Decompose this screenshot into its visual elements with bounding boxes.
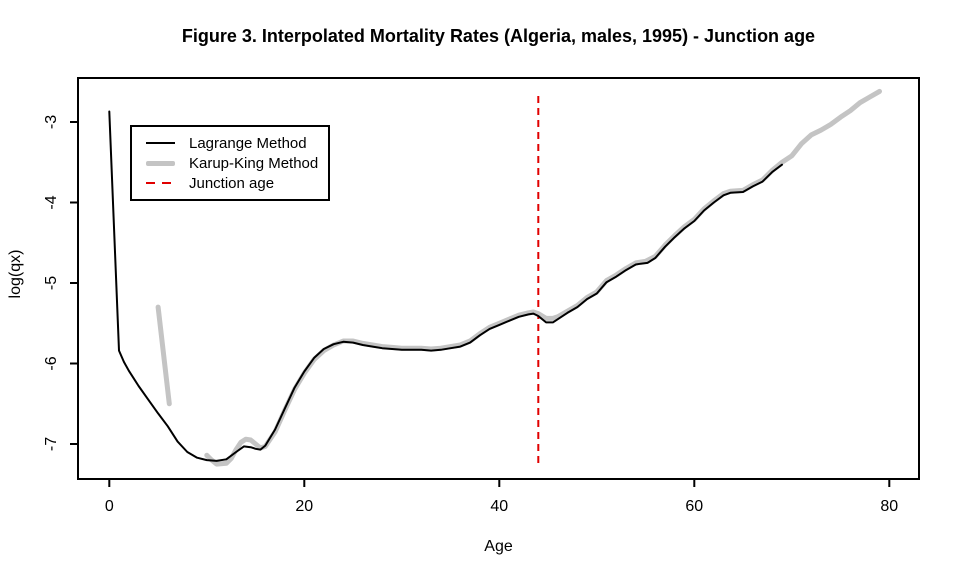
thick-gray-line-icon [146,160,175,166]
legend-label-junction-age: Junction age [189,174,275,192]
karup-king-method-curve [155,304,172,407]
lagrange-method-curve [108,110,783,462]
x-tick-label: 20 [295,498,313,515]
legend-item-junction-age: Junction age [146,174,328,192]
y-tick-label: -5 [43,276,60,290]
y-axis-label: log(qx) [7,249,24,299]
y-tick-label: -7 [43,437,60,451]
solid-line-icon [146,142,175,144]
x-tick-label: 40 [490,498,508,515]
x-tick-label: 60 [685,498,703,515]
x-axis-label: Age [484,538,513,555]
y-tick-label: -3 [43,115,60,129]
legend-label-lagrange: Lagrange Method [189,134,307,152]
legend-item-lagrange: Lagrange Method [146,134,328,152]
legend-item-karup-king: Karup-King Method [146,154,328,172]
legend: Lagrange Method Karup-King Method Juncti… [130,125,330,201]
dashed-red-line-icon [146,182,175,184]
y-tick-label: -6 [43,356,60,370]
chart-title: Figure 3. Interpolated Mortality Rates (… [181,26,816,46]
y-tick-label: -4 [43,195,60,209]
x-tick-label: 0 [105,498,114,515]
legend-label-karup-king: Karup-King Method [189,154,319,172]
x-tick-label: 80 [880,498,898,515]
